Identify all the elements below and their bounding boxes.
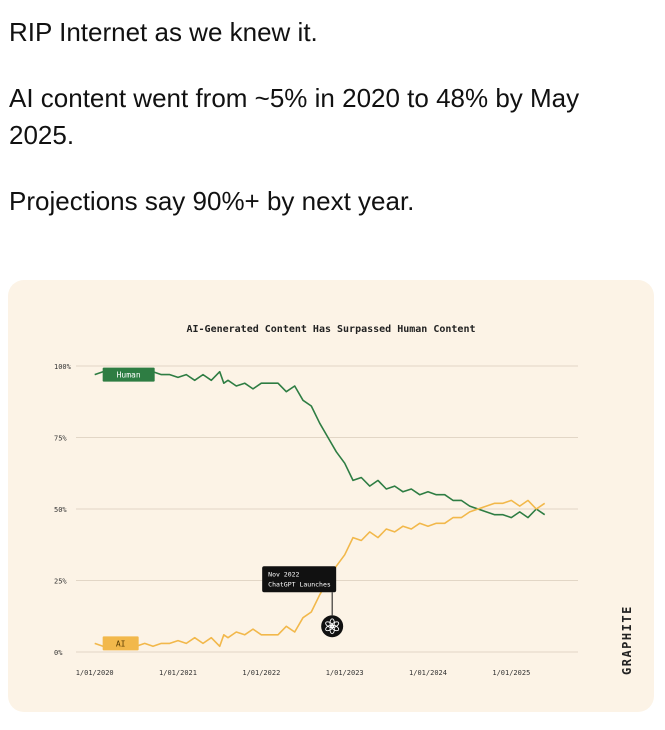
x-tick-label: 1/01/2021 <box>159 669 197 677</box>
y-axis-ticks: 0% 25% 50% 75% 100% <box>54 363 72 657</box>
y-tick-label: 100% <box>54 363 72 371</box>
chart-svg: AI-Generated Content Has Surpassed Human… <box>8 280 654 712</box>
y-tick-label: 25% <box>54 578 67 586</box>
series-label-ai: AI <box>103 636 139 650</box>
series-label-text: Human <box>117 371 141 380</box>
annotation-line-1: Nov 2022 <box>268 570 299 578</box>
series-label-text: AI <box>116 639 126 648</box>
annotation: Nov 2022 ChatGPT Launches <box>262 566 343 637</box>
post-line-2: AI content went from ~5% in 2020 to 48% … <box>9 80 649 154</box>
annotation-line-2: ChatGPT Launches <box>268 580 331 588</box>
series-line-human <box>95 372 545 518</box>
grid-lines <box>76 366 578 652</box>
x-axis-ticks: 1/01/2020 1/01/2021 1/01/2022 1/01/2023 1/01… <box>76 669 531 677</box>
chart-title: AI-Generated Content Has Surpassed Human… <box>187 324 476 335</box>
y-tick-label: 0% <box>54 649 63 657</box>
series-label-human: Human <box>103 368 155 382</box>
x-tick-label: 1/01/2023 <box>326 669 364 677</box>
chart-card[interactable]: AI-Generated Content Has Surpassed Human… <box>8 280 654 712</box>
graphite-logo: GRAPHITE <box>620 605 634 675</box>
y-tick-label: 75% <box>54 435 67 443</box>
x-tick-label: 1/01/2025 <box>492 669 530 677</box>
post-text: RIP Internet as we knew it. AI content w… <box>9 14 649 249</box>
x-tick-label: 1/01/2022 <box>242 669 280 677</box>
openai-icon <box>321 615 343 637</box>
y-tick-label: 50% <box>54 506 67 514</box>
post-line-1: RIP Internet as we knew it. <box>9 14 649 51</box>
x-tick-label: 1/01/2020 <box>76 669 114 677</box>
post-line-3: Projections say 90%+ by next year. <box>9 183 649 220</box>
x-tick-label: 1/01/2024 <box>409 669 447 677</box>
